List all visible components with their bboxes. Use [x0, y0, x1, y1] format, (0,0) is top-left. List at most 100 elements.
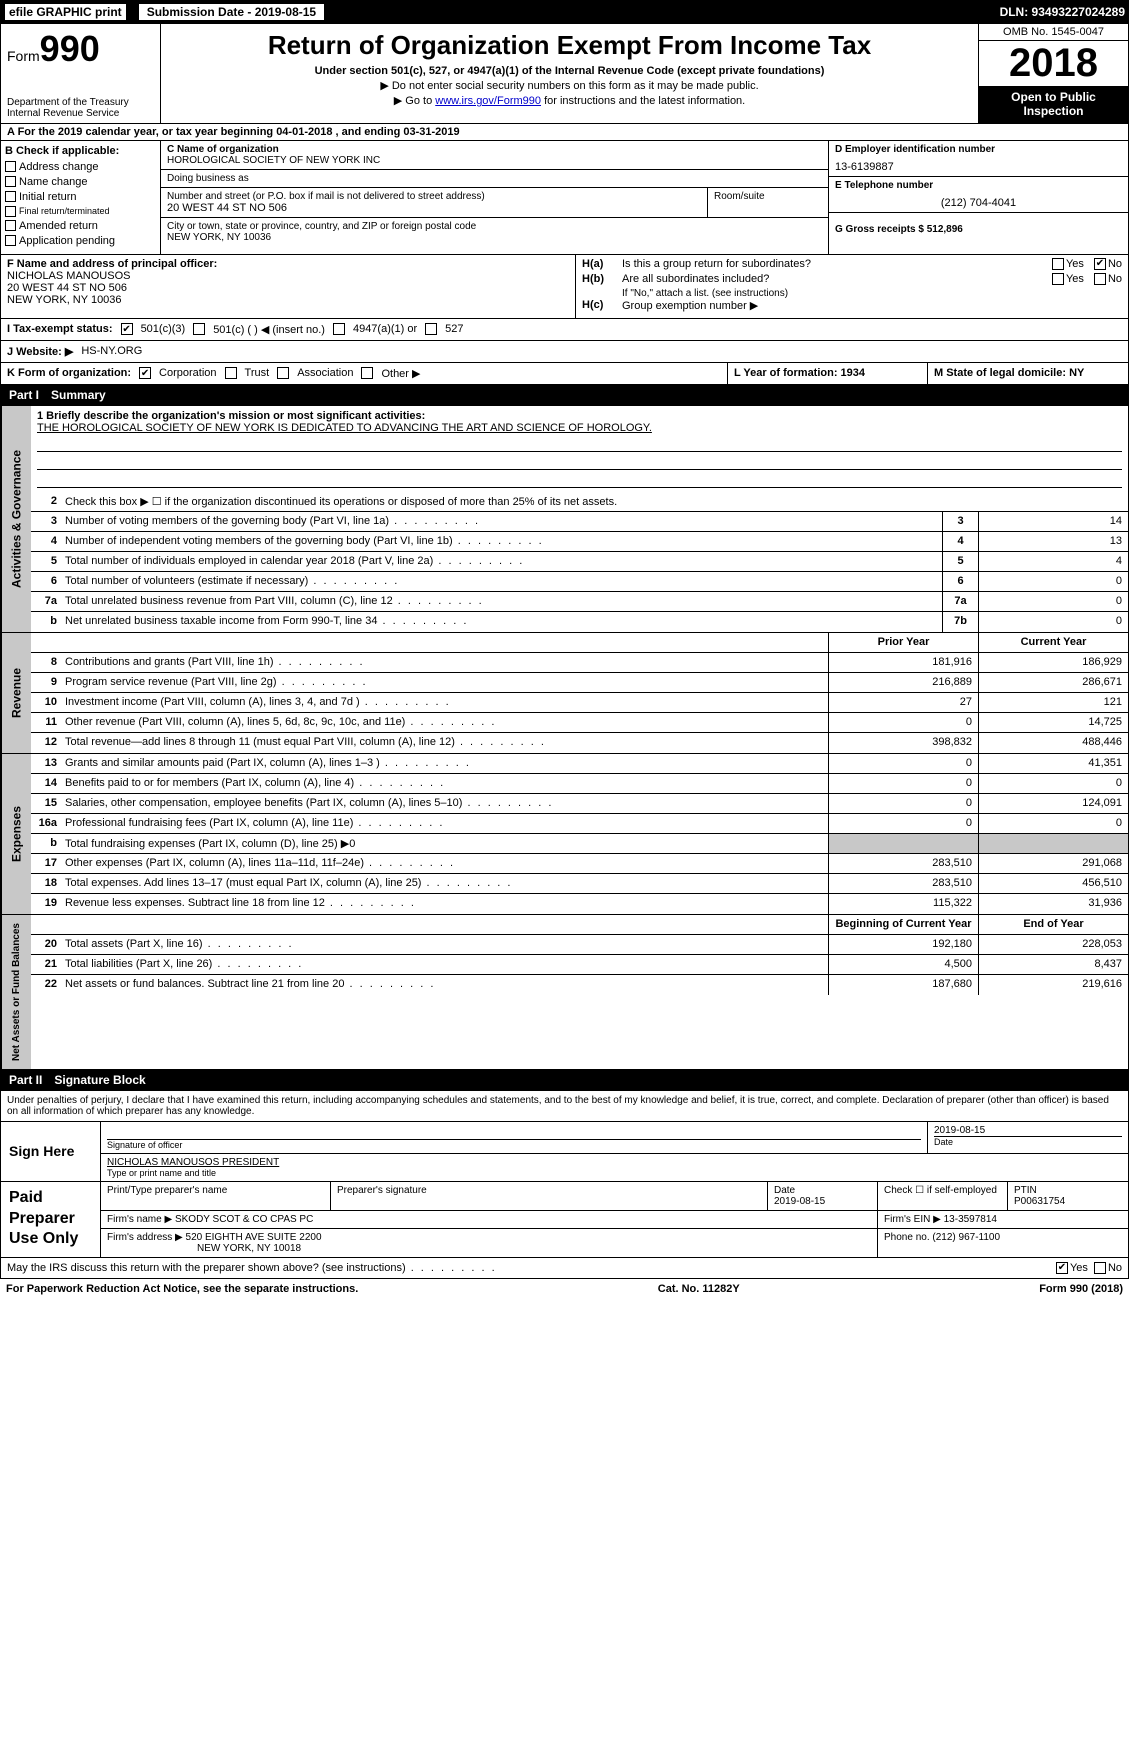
cb-initial-return[interactable]: Initial return	[5, 191, 156, 203]
revenue-vtab: Revenue	[1, 633, 31, 753]
hb-label: H(b)	[582, 273, 618, 285]
revenue-header: Prior Year Current Year	[31, 633, 1128, 653]
col-f-officer: F Name and address of principal officer:…	[1, 255, 576, 318]
cb-address-change[interactable]: Address change	[5, 161, 156, 173]
form-subtitle: Under section 501(c), 527, or 4947(a)(1)…	[169, 65, 970, 77]
discuss-row: May the IRS discuss this return with the…	[0, 1258, 1129, 1279]
opt-corp: Corporation	[159, 367, 216, 379]
part1-title: Summary	[51, 388, 106, 402]
dept-label: Department of the Treasury	[7, 97, 154, 108]
state-domicile: M State of legal domicile: NY	[928, 363, 1128, 384]
expense-line: 19Revenue less expenses. Subtract line 1…	[31, 894, 1128, 914]
cb-final-return[interactable]: Final return/terminated	[5, 206, 156, 217]
hb-yes[interactable]: Yes	[1052, 273, 1084, 285]
city-state-zip: NEW YORK, NY 10036	[167, 232, 822, 243]
cb-other[interactable]	[361, 367, 373, 379]
dln-number: DLN: 93493227024289	[1000, 5, 1125, 19]
expenses-vtab: Expenses	[1, 754, 31, 914]
firm-addr2: NEW YORK, NY 10018	[107, 1243, 871, 1254]
header-center: Return of Organization Exempt From Incom…	[161, 24, 978, 123]
gov-line: 5Total number of individuals employed in…	[31, 552, 1128, 572]
col-d-info: D Employer identification number 13-6139…	[828, 141, 1128, 254]
dept-treasury: Department of the Treasury Internal Reve…	[7, 97, 154, 119]
expenses-content: 13Grants and similar amounts paid (Part …	[31, 754, 1128, 914]
firm-addr-cell: Firm's address ▶ 520 EIGHTH AVE SUITE 22…	[101, 1229, 878, 1257]
part1-header: Part I Summary	[0, 385, 1129, 406]
form-header: Form990 Department of the Treasury Inter…	[0, 24, 1129, 124]
firm-ein-label: Firm's EIN ▶	[884, 1214, 941, 1225]
cb-501c3[interactable]	[121, 323, 133, 335]
note-ssn: ▶ Do not enter social security numbers o…	[169, 79, 970, 92]
hb-no[interactable]: No	[1094, 273, 1122, 285]
cb-assoc[interactable]	[277, 367, 289, 379]
cb-amended[interactable]: Amended return	[5, 220, 156, 232]
firm-name-cell: Firm's name ▶ SKODY SCOT & CO CPAS PC	[101, 1211, 878, 1228]
org-name-label: C Name of organization	[167, 144, 822, 155]
ha-text: Is this a group return for subordinates?	[622, 258, 1042, 270]
revenue-line: 9Program service revenue (Part VIII, lin…	[31, 673, 1128, 693]
governance-vtab: Activities & Governance	[1, 406, 31, 632]
cb-corp[interactable]	[139, 367, 151, 379]
expense-line: 13Grants and similar amounts paid (Part …	[31, 754, 1128, 774]
expenses-block: Expenses 13Grants and similar amounts pa…	[0, 754, 1129, 915]
cb-label: Address change	[19, 161, 99, 173]
discuss-no[interactable]: No	[1094, 1262, 1122, 1274]
expense-line: 16aProfessional fundraising fees (Part I…	[31, 814, 1128, 834]
cb-trust[interactable]	[225, 367, 237, 379]
gov-line: 6Total number of volunteers (estimate if…	[31, 572, 1128, 592]
preparer-sig-h: Preparer's signature	[331, 1182, 768, 1210]
part2-label: Part II	[9, 1073, 42, 1087]
hb-row: H(b) Are all subordinates included? Yes …	[582, 273, 1122, 285]
cb-501c[interactable]	[193, 323, 205, 335]
firm-addr-row: Firm's address ▶ 520 EIGHTH AVE SUITE 22…	[101, 1229, 1128, 1257]
form-prefix: Form	[7, 48, 40, 64]
note-link: ▶ Go to www.irs.gov/Form990 for instruct…	[169, 94, 970, 107]
header-right: OMB No. 1545-0047 2018 Open to Public In…	[978, 24, 1128, 123]
cb-527[interactable]	[425, 323, 437, 335]
open-inspection: Open to Public Inspection	[979, 86, 1128, 123]
ein-value: 13-6139887	[835, 161, 1122, 173]
form-number: Form990	[7, 28, 154, 70]
line-2: 2 Check this box ▶ ☐ if the organization…	[31, 492, 1128, 512]
netassets-block: Net Assets or Fund Balances Beginning of…	[0, 915, 1129, 1070]
firm-addr1: 520 EIGHTH AVE SUITE 2200	[186, 1232, 322, 1243]
firm-name-label: Firm's name ▶	[107, 1214, 172, 1225]
efile-label: efile GRAPHIC print	[4, 3, 127, 21]
cb-name-change[interactable]: Name change	[5, 176, 156, 188]
discuss-yes[interactable]: Yes	[1056, 1262, 1088, 1274]
city-label: City or town, state or province, country…	[167, 221, 822, 232]
name-title-cell: NICHOLAS MANOUSOS PRESIDENT Type or prin…	[101, 1154, 1128, 1181]
korg-cell: K Form of organization: Corporation Trus…	[1, 363, 728, 384]
sig-date: 2019-08-15	[934, 1125, 1122, 1136]
cb-pending[interactable]: Application pending	[5, 235, 156, 247]
gov-line: bNet unrelated business taxable income f…	[31, 612, 1128, 632]
form-990: 990	[40, 28, 100, 69]
expense-line: bTotal fundraising expenses (Part IX, co…	[31, 834, 1128, 854]
revenue-block: Revenue Prior Year Current Year 8Contrib…	[0, 633, 1129, 754]
ein-label: D Employer identification number	[835, 144, 1122, 155]
current-year-header: Current Year	[978, 633, 1128, 652]
opt-527: 527	[445, 323, 463, 335]
irs-link[interactable]: www.irs.gov/Form990	[435, 95, 541, 107]
netassets-vtab: Net Assets or Fund Balances	[1, 915, 31, 1069]
col-b-checkboxes: B Check if applicable: Address change Na…	[1, 141, 161, 254]
netassets-line: 21Total liabilities (Part X, line 26)4,5…	[31, 955, 1128, 975]
org-name: HOROLOGICAL SOCIETY OF NEW YORK INC	[167, 155, 822, 166]
ha-yes[interactable]: Yes	[1052, 258, 1084, 270]
name-title-label: Type or print name and title	[107, 1168, 1122, 1178]
phone-value: (212) 704-4041	[835, 197, 1122, 209]
klm-row: K Form of organization: Corporation Trus…	[0, 363, 1129, 385]
ptin-value: P00631754	[1014, 1196, 1122, 1207]
firm-addr-label: Firm's address ▶	[107, 1232, 183, 1243]
ha-no[interactable]: No	[1094, 258, 1122, 270]
sig-officer-label: Signature of officer	[107, 1140, 921, 1150]
dba-cell: Doing business as	[161, 170, 828, 188]
part1-label: Part I	[9, 388, 39, 402]
self-employed-cell: Check ☐ if self-employed	[878, 1182, 1008, 1210]
cb-4947[interactable]	[333, 323, 345, 335]
hb-text: Are all subordinates included?	[622, 273, 1042, 285]
ptin-cell: PTIN P00631754	[1008, 1182, 1128, 1210]
street-address: 20 WEST 44 ST NO 506	[167, 202, 701, 214]
firm-name-row: Firm's name ▶ SKODY SCOT & CO CPAS PC Fi…	[101, 1211, 1128, 1229]
officer-name: NICHOLAS MANOUSOS	[7, 270, 569, 282]
